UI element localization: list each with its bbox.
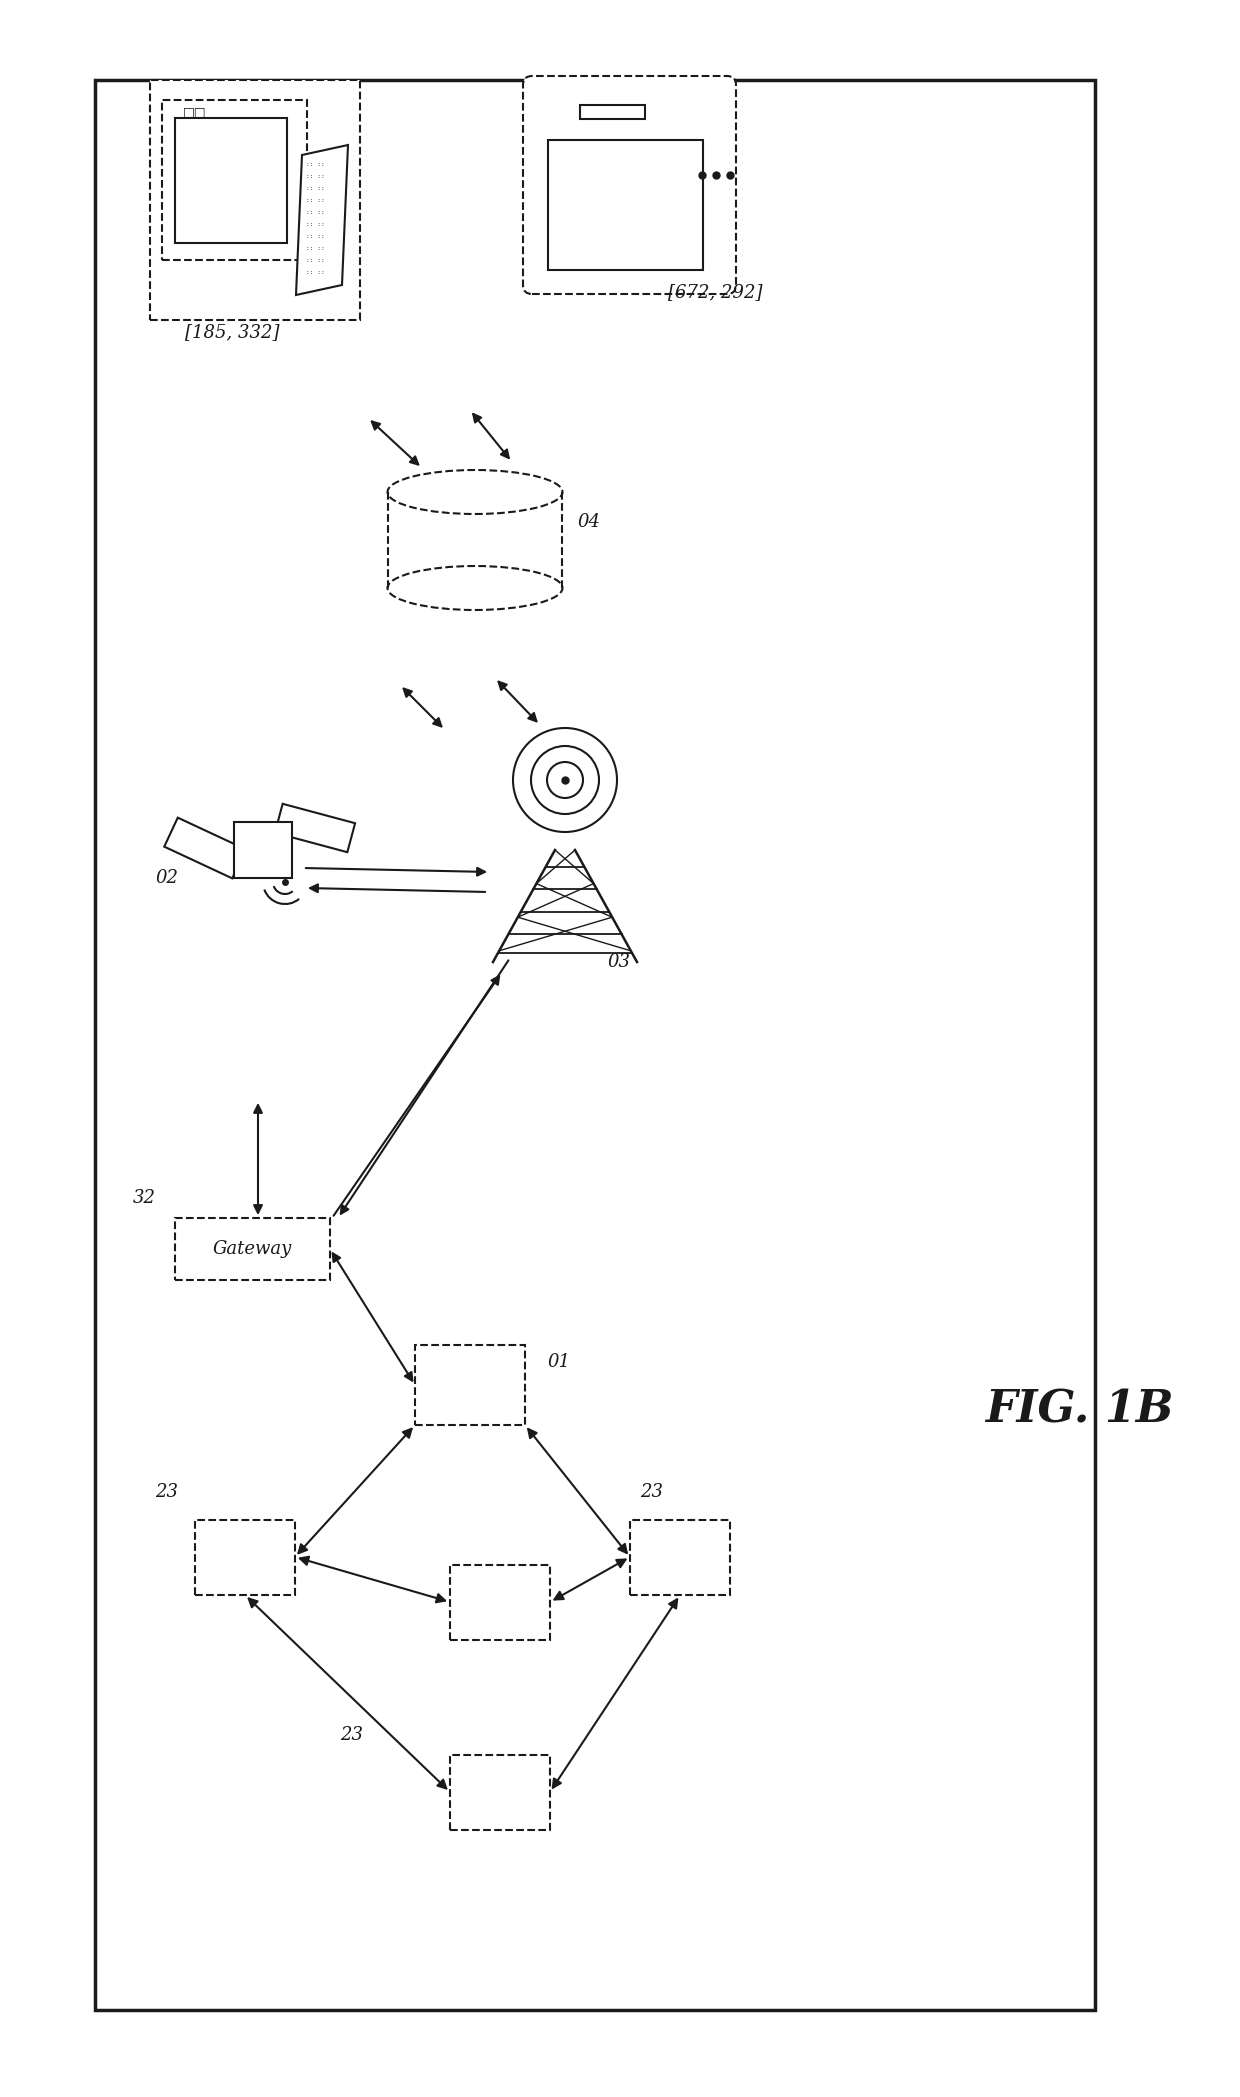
Text: :: ::: :: :: <box>306 199 325 203</box>
Text: 03: 03 <box>608 952 630 971</box>
Text: [672, 292]: [672, 292] <box>668 283 763 302</box>
FancyBboxPatch shape <box>523 75 737 294</box>
Polygon shape <box>296 145 348 296</box>
Text: FIG. 1B: FIG. 1B <box>985 1388 1173 1432</box>
Text: 23: 23 <box>155 1483 179 1501</box>
Text: 04: 04 <box>577 514 600 531</box>
Bar <box>388 493 563 587</box>
Text: 01: 01 <box>547 1353 570 1371</box>
Text: :: ::: :: :: <box>306 222 325 226</box>
Text: :: ::: :: :: <box>306 161 325 168</box>
Text: 32: 32 <box>133 1189 156 1208</box>
Text: :: ::: :: :: <box>306 247 325 252</box>
Text: □□: □□ <box>184 105 207 120</box>
Bar <box>95 80 1095 2011</box>
Bar <box>548 140 703 271</box>
Text: :: ::: :: :: <box>306 271 325 275</box>
Ellipse shape <box>387 566 563 610</box>
Bar <box>450 1755 551 1831</box>
Polygon shape <box>275 803 355 851</box>
Bar <box>415 1344 525 1426</box>
Text: [185, 332]: [185, 332] <box>185 323 279 342</box>
Bar <box>150 80 360 321</box>
Text: 02: 02 <box>155 868 179 887</box>
Ellipse shape <box>387 470 563 514</box>
Text: 23: 23 <box>640 1483 663 1501</box>
Text: :: ::: :: :: <box>306 210 325 216</box>
Bar <box>175 117 286 243</box>
Bar <box>450 1564 551 1640</box>
Bar <box>162 101 308 260</box>
Bar <box>580 105 645 120</box>
Text: :: ::: :: :: <box>306 187 325 191</box>
Text: :: ::: :: :: <box>306 235 325 239</box>
Bar <box>195 1520 295 1596</box>
Text: :: ::: :: :: <box>306 174 325 180</box>
Text: 23: 23 <box>340 1726 363 1745</box>
Text: :: ::: :: :: <box>306 258 325 264</box>
Text: Gateway: Gateway <box>213 1239 293 1258</box>
Bar <box>175 1218 330 1279</box>
Bar <box>234 822 291 879</box>
Bar <box>630 1520 730 1596</box>
Polygon shape <box>164 818 246 879</box>
